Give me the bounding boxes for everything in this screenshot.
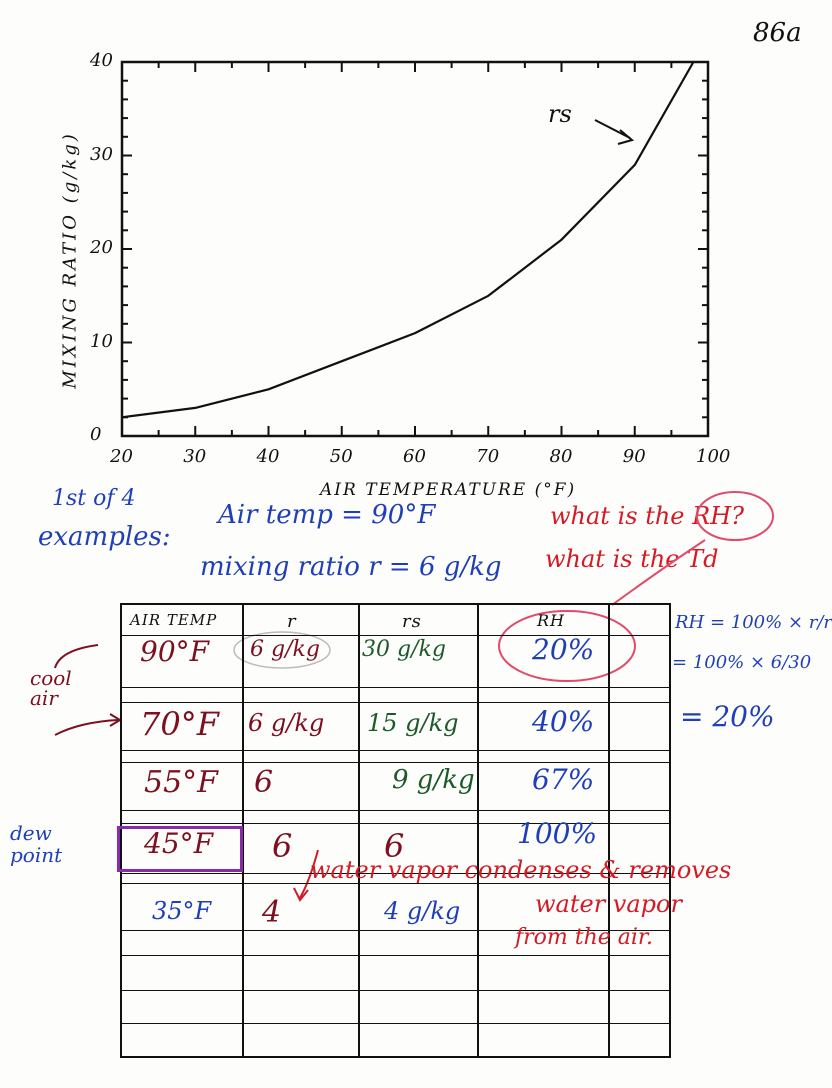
header-rs: rs xyxy=(402,611,422,632)
rs-curve-line xyxy=(121,61,695,419)
row4-rs: 6 xyxy=(384,827,405,865)
row2-rh: 40% xyxy=(532,705,595,738)
row2-r: 6 g/kg xyxy=(248,709,325,737)
cool-air-arrowhead xyxy=(109,713,122,727)
humidity-table: AIR TEMP r rs RH 90°F 6 g/kg 30 g/kg 20%… xyxy=(120,603,671,1058)
x-tick-label: 80 xyxy=(549,446,573,467)
x-tick-label: 50 xyxy=(329,446,353,467)
x-tick-label: 20 xyxy=(110,446,133,467)
y-tick-label: 30 xyxy=(90,143,113,165)
header-r: r xyxy=(287,611,297,632)
row3-temp: 55°F xyxy=(144,765,218,800)
mixing-ratio-note: mixing ratio r = 6 g/kg xyxy=(200,552,502,582)
row5-r: 4 xyxy=(262,895,282,930)
question-rh: what is the RH? xyxy=(550,502,745,530)
condense-note-line2: water vapor xyxy=(535,890,682,918)
y-tick-label: 10 xyxy=(90,330,113,352)
row3-r: 6 xyxy=(254,765,274,800)
cool-air-note: cool air xyxy=(30,666,72,710)
condense-note-line1: water vapor condenses & removes xyxy=(310,856,732,884)
question-td: what is the Td xyxy=(545,545,719,573)
row4-r: 6 xyxy=(272,827,293,865)
header-air-temp: AIR TEMP xyxy=(130,611,218,629)
curve-label-rs: rs xyxy=(548,100,572,128)
rh-formula-line1: RH = 100% × r/rs xyxy=(675,612,832,633)
x-tick-label: 100 xyxy=(696,446,731,467)
dew-point-note: dew point xyxy=(10,821,63,867)
condense-note-line3: from the air. xyxy=(515,925,654,950)
x-tick-label: 60 xyxy=(403,446,426,467)
chart-y-axis-label: MIXING RATIO (g/kg) xyxy=(59,131,81,389)
row3-rh: 67% xyxy=(532,763,595,796)
row1-temp: 90°F xyxy=(140,635,210,668)
examples-line2: examples: xyxy=(38,522,171,552)
row4-temp: 45°F xyxy=(144,827,214,860)
row2-rs: 15 g/kg xyxy=(367,709,459,737)
page-number: 86a xyxy=(753,18,802,48)
row5-rs: 4 g/kg xyxy=(384,897,461,925)
x-tick-label: 90 xyxy=(622,446,646,467)
y-tick-label: 20 xyxy=(90,237,113,258)
chart-x-axis-label: AIR TEMPERATURE (°F) xyxy=(320,480,577,500)
row1-rh: 20% xyxy=(532,633,595,666)
row1-rs: 30 g/kg xyxy=(362,637,446,662)
x-tick-label: 70 xyxy=(476,446,500,467)
row3-rs: 9 g/kg xyxy=(392,765,475,795)
header-rh: RH xyxy=(537,611,565,630)
examples-line1: 1st of 4 xyxy=(52,486,136,511)
y-tick-label: 0 xyxy=(90,424,102,445)
mixing-ratio-chart xyxy=(120,60,710,438)
x-tick-label: 30 xyxy=(183,446,207,467)
rh-formula-line2: = 100% × 6/30 xyxy=(672,652,812,673)
dew-point-box xyxy=(117,826,243,872)
row2-temp: 70°F xyxy=(140,705,219,743)
row4-rh: 100% xyxy=(517,817,598,850)
row1-r: 6 g/kg xyxy=(250,637,320,662)
cool-air-arrow-top xyxy=(54,644,99,669)
y-tick-label: 40 xyxy=(90,50,113,71)
cool-air-arrow-bottom xyxy=(54,719,119,736)
row5-temp: 35°F xyxy=(152,897,212,925)
x-tick-label: 40 xyxy=(256,446,280,467)
rh-formula-result: = 20% xyxy=(680,700,775,733)
chart-plot-frame xyxy=(120,60,710,438)
air-temp-note: Air temp = 90°F xyxy=(218,500,436,530)
